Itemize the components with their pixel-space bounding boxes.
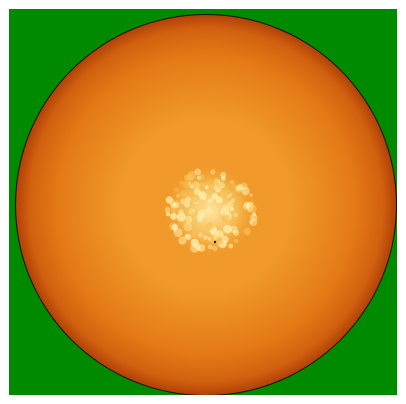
granule [179, 180, 184, 185]
granule [236, 184, 243, 191]
granule [223, 224, 232, 234]
granule [228, 243, 234, 249]
granule [205, 222, 213, 231]
granule [173, 226, 177, 231]
granule [211, 229, 218, 237]
granule [164, 206, 171, 213]
granule [229, 206, 234, 212]
granule [178, 236, 187, 245]
granule [185, 196, 191, 203]
granule [221, 214, 230, 223]
granule [248, 204, 257, 213]
granule [226, 200, 234, 208]
granule [203, 235, 208, 240]
granule [173, 228, 177, 232]
granule [226, 195, 230, 199]
granule [182, 180, 191, 189]
granule [230, 180, 234, 184]
dark-speck [213, 240, 217, 244]
granule [235, 185, 243, 193]
granule [220, 207, 230, 216]
granule [186, 209, 194, 218]
granule [198, 175, 204, 181]
granule [191, 181, 200, 190]
granule [243, 204, 249, 210]
granule [214, 236, 224, 245]
granule [213, 178, 221, 186]
granule [249, 200, 255, 206]
granule [212, 245, 218, 252]
granule [196, 246, 201, 252]
granule [207, 222, 215, 230]
granule [249, 193, 253, 197]
granule [174, 187, 180, 193]
granule [208, 198, 214, 203]
granule [210, 169, 216, 175]
granule [188, 208, 195, 215]
granule [211, 193, 219, 200]
granule [241, 187, 250, 196]
granule [218, 181, 226, 189]
granule [179, 190, 187, 198]
granule [207, 244, 213, 250]
granule [176, 193, 180, 198]
granule [172, 209, 176, 213]
granule [184, 201, 191, 208]
granule [229, 193, 233, 197]
granule [187, 171, 196, 180]
granule [250, 214, 258, 222]
granule [202, 204, 208, 210]
solar-image [9, 9, 397, 395]
granule [232, 229, 240, 236]
granule [203, 204, 211, 212]
granule [194, 168, 202, 176]
granule [184, 233, 190, 239]
granule [234, 238, 239, 243]
granule [191, 194, 200, 203]
granule [170, 202, 177, 209]
granule [233, 212, 239, 218]
granule [189, 184, 194, 189]
granule [171, 223, 178, 231]
granule [196, 175, 202, 180]
granule [180, 198, 187, 205]
granule [224, 196, 228, 201]
granule [213, 185, 219, 191]
granule [165, 212, 171, 217]
granule [197, 182, 205, 190]
granule [197, 232, 204, 238]
core-granules [164, 168, 258, 253]
granule [204, 185, 209, 190]
granule [201, 196, 206, 201]
bright-core-region [162, 164, 258, 258]
granule [217, 179, 221, 183]
granule [196, 213, 203, 220]
granule [207, 237, 211, 241]
granule [243, 227, 251, 236]
granule [183, 222, 193, 232]
granule [190, 232, 197, 238]
granule [231, 182, 237, 188]
granule [216, 196, 223, 204]
granule [176, 212, 186, 222]
granule [231, 198, 235, 203]
granule [208, 221, 213, 226]
granule [222, 204, 230, 211]
granule [220, 172, 227, 178]
granule [165, 196, 173, 204]
granule [170, 212, 177, 220]
image-frame [9, 9, 397, 395]
